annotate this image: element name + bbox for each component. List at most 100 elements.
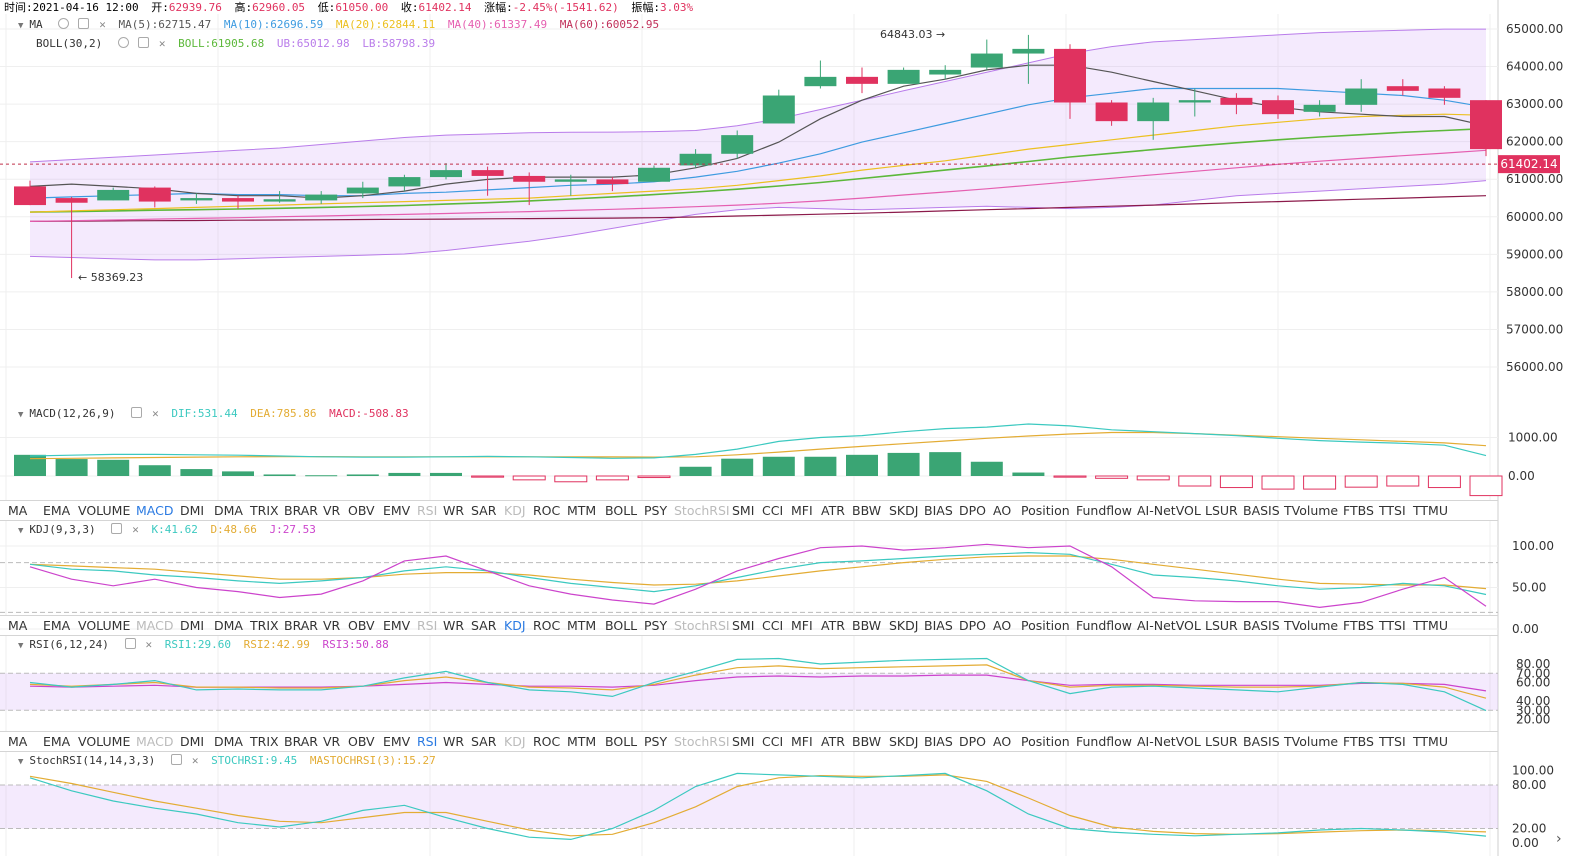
tab-boll[interactable]: BOLL [605,503,638,518]
tab-sar[interactable]: SAR [471,734,497,749]
tab-dmi[interactable]: DMI [180,734,205,749]
tab-vr[interactable]: VR [323,503,341,518]
tab-cci[interactable]: CCI [762,503,784,518]
tab-kdj[interactable]: KDJ [504,503,526,518]
close-icon[interactable]: ✕ [152,407,159,420]
tab-sar[interactable]: SAR [471,503,497,518]
tab-dmi[interactable]: DMI [180,618,205,633]
eye-icon[interactable] [117,37,129,48]
tab-basis[interactable]: BASIS [1243,734,1280,749]
tab-psy[interactable]: PSY [644,503,668,518]
tab-brar[interactable]: BRAR [284,734,318,749]
tab-volume[interactable]: VOLUME [78,618,131,633]
tab-atr[interactable]: ATR [821,618,845,633]
tab-stochrsi[interactable]: StochRSI [674,734,730,749]
tab-volume[interactable]: VOLUME [78,734,131,749]
tab-ttsi[interactable]: TTSI [1379,503,1406,518]
tab-vr[interactable]: VR [323,734,341,749]
tab-obv[interactable]: OBV [348,734,375,749]
gear-icon[interactable] [131,407,143,418]
gear-icon[interactable] [111,523,123,534]
tab-dpo[interactable]: DPO [959,618,987,633]
tab-position[interactable]: Position [1021,734,1070,749]
tab-lsur[interactable]: LSUR [1205,734,1238,749]
tab-macd[interactable]: MACD [136,618,174,633]
tab-smi[interactable]: SMI [732,503,755,518]
tab-mtm[interactable]: MTM [567,734,597,749]
tab-stochrsi[interactable]: StochRSI [674,618,730,633]
tab-cci[interactable]: CCI [762,734,784,749]
tab-ma[interactable]: MA [8,503,28,518]
tab-ao[interactable]: AO [993,734,1012,749]
tab-position[interactable]: Position [1021,618,1070,633]
tab-roc[interactable]: ROC [533,503,561,518]
tab-trix[interactable]: TRIX [250,503,279,518]
collapse-icon[interactable]: ▼ [18,757,24,767]
tab-trix[interactable]: TRIX [250,734,279,749]
close-icon[interactable]: ✕ [132,523,139,536]
tab-ttsi[interactable]: TTSI [1379,618,1406,633]
gear-icon[interactable] [78,18,90,29]
tab-basis[interactable]: BASIS [1243,503,1280,518]
collapse-icon[interactable]: ▼ [18,410,24,420]
tab-bbw[interactable]: BBW [852,503,882,518]
tab-psy[interactable]: PSY [644,618,668,633]
tab-atr[interactable]: ATR [821,734,845,749]
tab-bbw[interactable]: BBW [852,618,882,633]
tab-bbw[interactable]: BBW [852,734,882,749]
tab-position[interactable]: Position [1021,503,1070,518]
tab-mfi[interactable]: MFI [791,503,813,518]
tab-wr[interactable]: WR [443,734,465,749]
tab-rsi[interactable]: RSI [417,734,438,749]
tab-brar[interactable]: BRAR [284,503,318,518]
tab-dma[interactable]: DMA [214,503,243,518]
tab-mtm[interactable]: MTM [567,618,597,633]
tab-trix[interactable]: TRIX [250,618,279,633]
tab-cci[interactable]: CCI [762,618,784,633]
eye-icon[interactable] [58,18,70,29]
tab-boll[interactable]: BOLL [605,618,638,633]
gear-icon[interactable] [124,638,136,649]
tab-kdj[interactable]: KDJ [504,618,526,633]
tab-ma[interactable]: MA [8,734,28,749]
collapse-icon[interactable]: ▼ [18,526,24,536]
tab-fundflow[interactable]: Fundflow [1076,503,1133,518]
tab-dma[interactable]: DMA [214,618,243,633]
tab-rsi[interactable]: RSI [417,618,438,633]
tab-ema[interactable]: EMA [43,618,71,633]
close-icon[interactable]: ✕ [99,18,106,31]
tab-dma[interactable]: DMA [214,734,243,749]
tab-macd[interactable]: MACD [136,503,174,518]
tab-ftbs[interactable]: FTBS [1343,734,1374,749]
tab-ai-netvol[interactable]: AI-NetVOL [1137,618,1201,633]
tab-fundflow[interactable]: Fundflow [1076,734,1133,749]
tab-ema[interactable]: EMA [43,734,71,749]
tab-ao[interactable]: AO [993,618,1012,633]
tab-bias[interactable]: BIAS [924,503,953,518]
tab-ma[interactable]: MA [8,618,28,633]
tab-roc[interactable]: ROC [533,618,561,633]
tab-sar[interactable]: SAR [471,618,497,633]
close-icon[interactable]: ✕ [145,638,153,651]
tab-dmi[interactable]: DMI [180,503,205,518]
tab-roc[interactable]: ROC [533,734,561,749]
tab-boll[interactable]: BOLL [605,734,638,749]
tab-ftbs[interactable]: FTBS [1343,618,1374,633]
gear-icon[interactable] [170,754,182,765]
tab-fundflow[interactable]: Fundflow [1076,618,1133,633]
tab-ttmu[interactable]: TTMU [1413,734,1448,749]
tab-wr[interactable]: WR [443,618,465,633]
collapse-icon[interactable]: ▼ [18,641,24,651]
tab-smi[interactable]: SMI [732,734,755,749]
tab-bias[interactable]: BIAS [924,734,953,749]
collapse-icon[interactable]: ▼ [18,21,24,31]
tab-mfi[interactable]: MFI [791,618,813,633]
tab-skdj[interactable]: SKDJ [889,503,919,518]
tab-dpo[interactable]: DPO [959,734,987,749]
tab-ai-netvol[interactable]: AI-NetVOL [1137,503,1201,518]
tab-ema[interactable]: EMA [43,503,71,518]
tab-bias[interactable]: BIAS [924,618,953,633]
tab-lsur[interactable]: LSUR [1205,503,1238,518]
tab-ftbs[interactable]: FTBS [1343,503,1374,518]
close-icon[interactable]: ✕ [158,37,166,50]
